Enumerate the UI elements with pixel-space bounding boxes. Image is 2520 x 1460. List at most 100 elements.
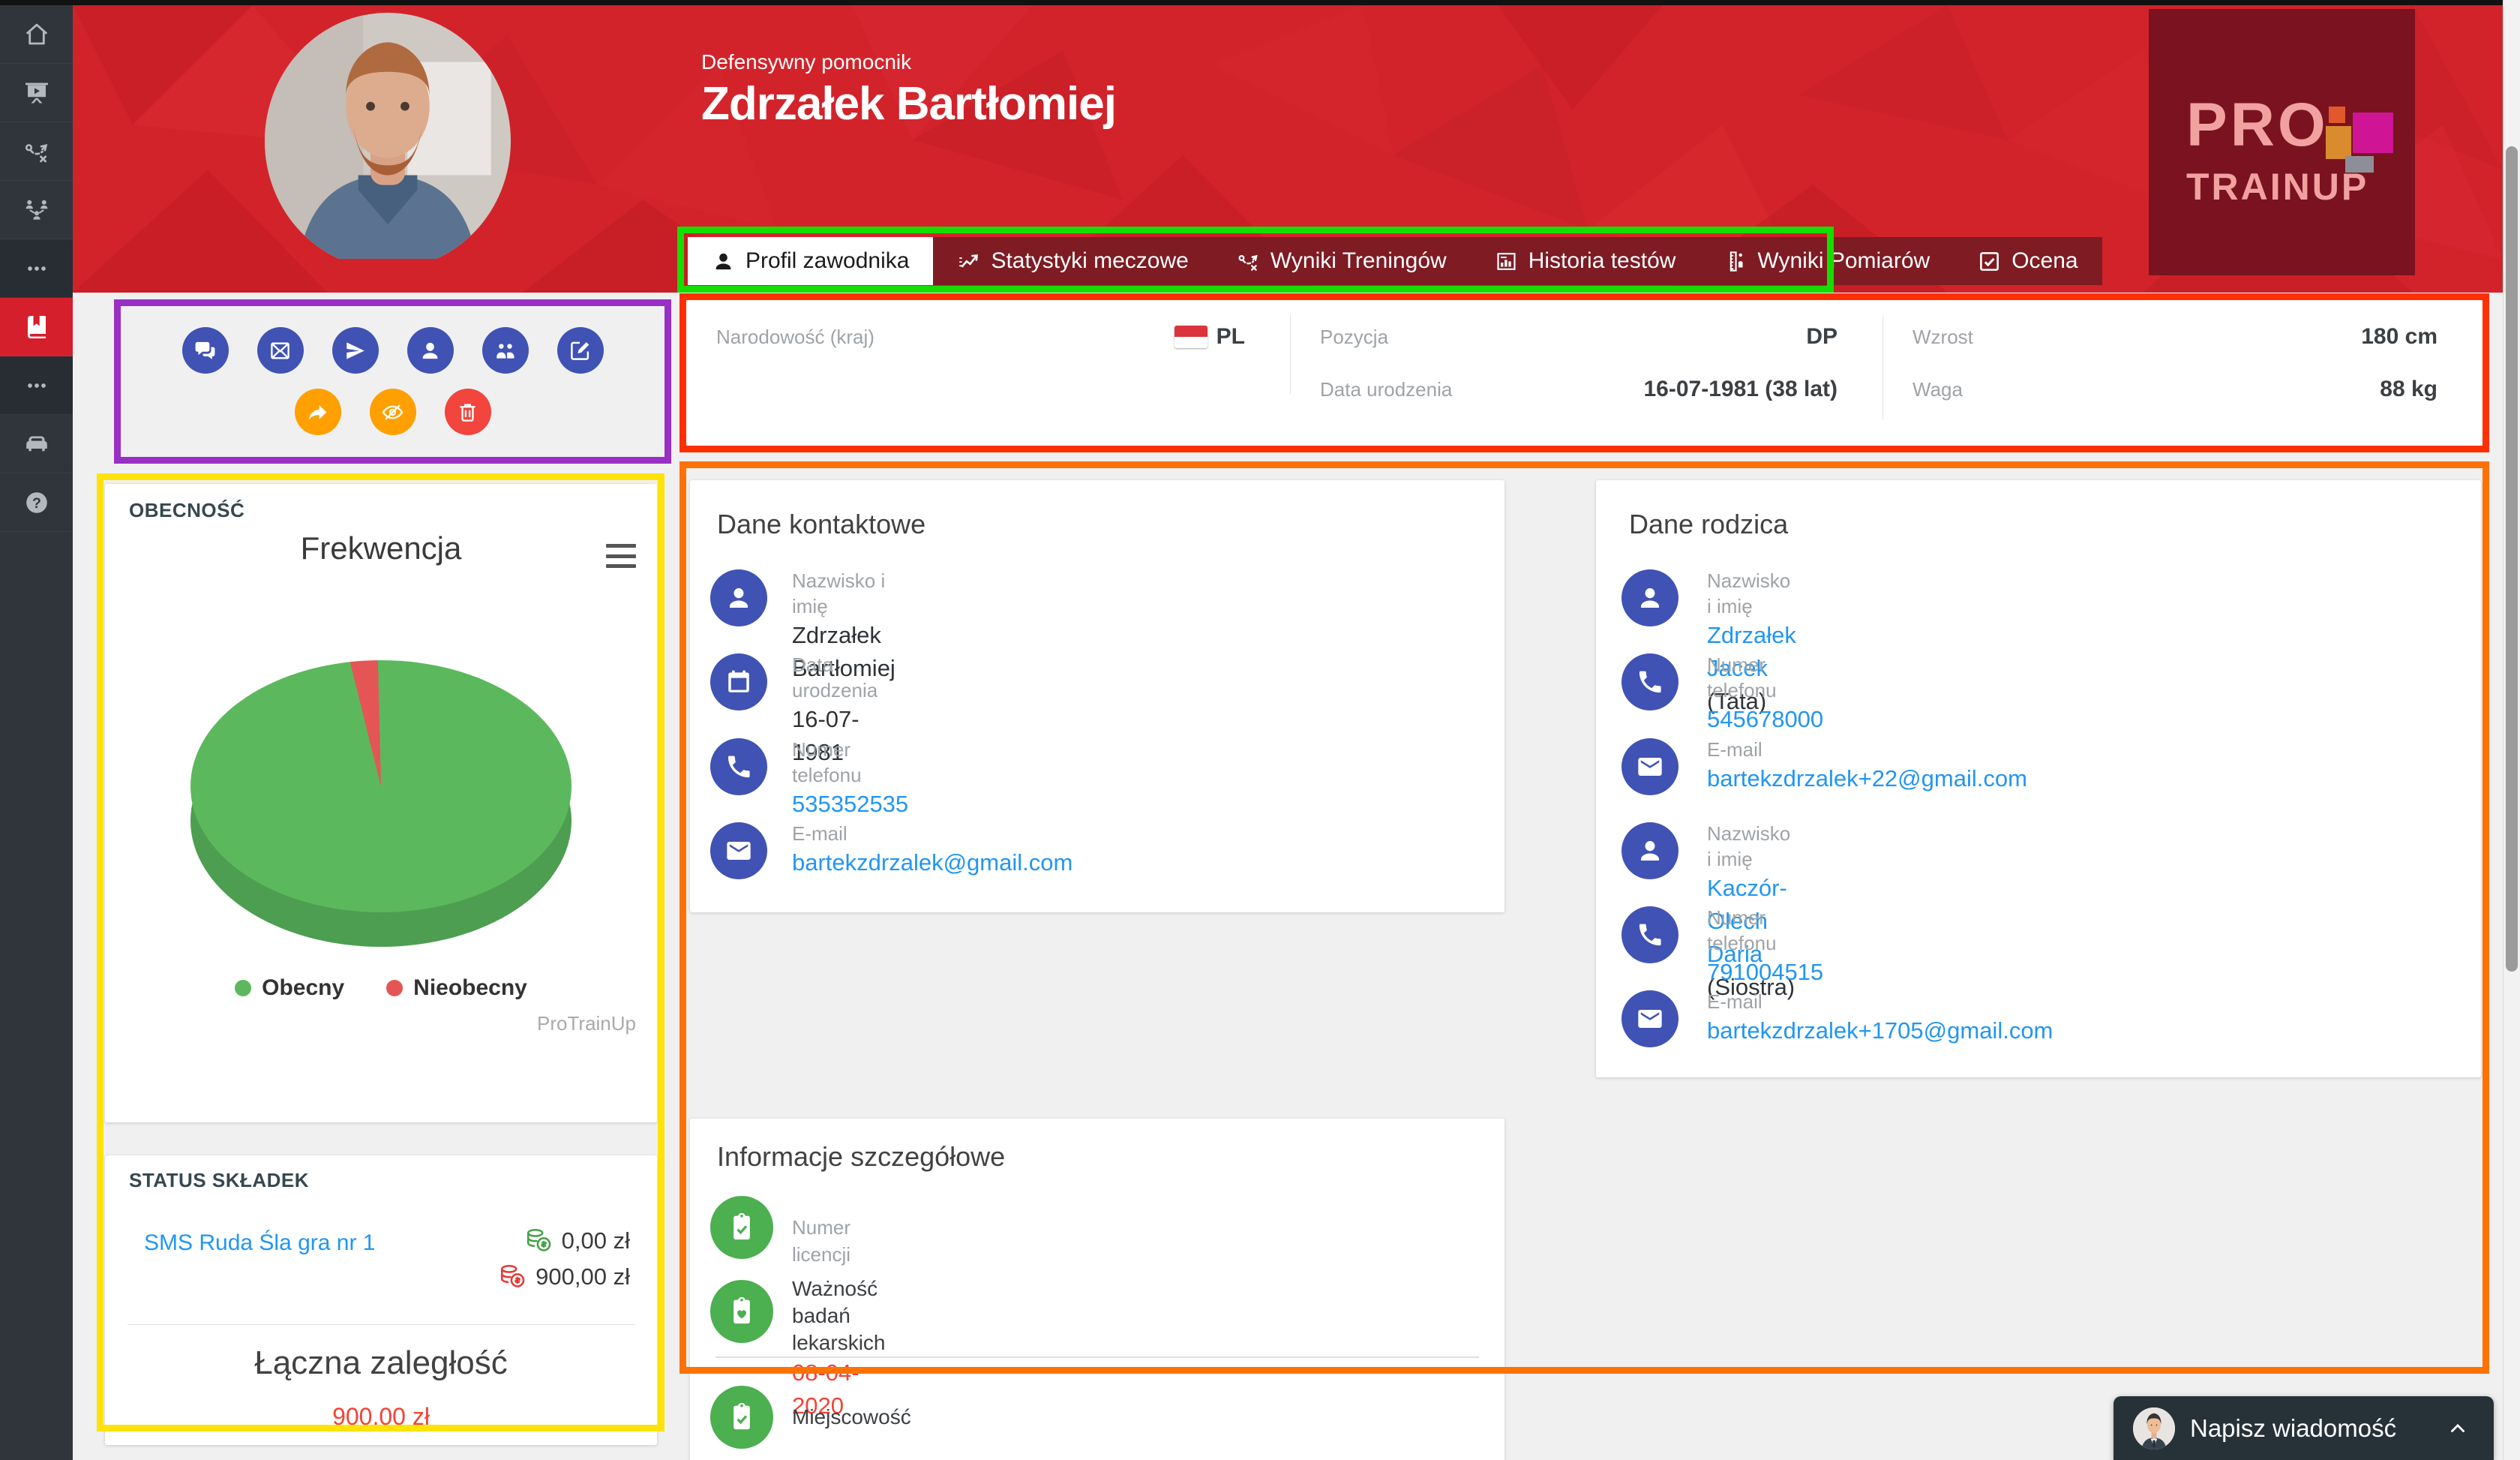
sidebar-item-home[interactable] (0, 5, 73, 64)
chat-widget[interactable]: Napisz wiadomość (2114, 1396, 2494, 1460)
share-button[interactable] (294, 389, 341, 435)
tab-label: Profil zawodnika (746, 248, 910, 273)
sidebar-item-more-2[interactable] (0, 356, 73, 415)
check-square-icon (1978, 250, 2001, 273)
field-value[interactable]: Zdrzałek Jacek (1707, 622, 1796, 681)
message-button[interactable] (182, 327, 229, 374)
sidebar-item-tactics[interactable] (0, 122, 73, 181)
sidebar-item-library[interactable] (0, 298, 73, 356)
legend-label: Obecny (262, 975, 345, 1000)
phone-badge (710, 738, 767, 795)
tab-label: Wyniki Pomiarów (1757, 248, 1930, 273)
tab-wyniki-pomiar-w[interactable]: Wyniki Pomiarów (1700, 237, 1954, 285)
logo-text-trainup: TRAINUP (2186, 166, 2369, 208)
person-icon (1636, 584, 1664, 612)
more-icon (23, 372, 50, 399)
position-value: DP (1806, 324, 1838, 349)
fees-item-link[interactable]: SMS Ruda Śla gra nr 1 (144, 1230, 376, 1255)
tab-ocena[interactable]: Ocena (1954, 237, 2102, 285)
logo-square-magenta (2353, 113, 2393, 153)
field-value[interactable]: Kaczór-Olech Daria (1707, 875, 1787, 967)
fees-paid-amount: 0,00 zł (524, 1224, 630, 1257)
page-title: Zdrzałek Bartłomiej (701, 78, 1117, 130)
field-label: Numer telefonu (1707, 653, 1777, 701)
profile-tabs: Profil zawodnika Statystyki meczowe Wyniki… (688, 237, 2102, 285)
player-position-label: Defensywny pomocnik (701, 50, 912, 74)
tab-historia-test-w[interactable]: Historia testów (1470, 237, 1700, 285)
field-label: E-mail (792, 822, 848, 845)
clipboard-check-badge (710, 1196, 773, 1259)
legend-dot (386, 980, 404, 996)
field-value[interactable]: 791004515 (1707, 959, 1824, 985)
field-value[interactable]: bartekzdrzalek@gmail.com (792, 849, 1073, 876)
group-button[interactable] (482, 327, 529, 374)
tab-wyniki-trening-w[interactable]: Wyniki Treningów (1212, 237, 1471, 285)
book-icon (23, 314, 50, 341)
sofa-icon (23, 431, 50, 458)
details-card: Informacje szczegółowe Numer licencji Waż… (690, 1119, 1504, 1460)
delete-button[interactable] (444, 389, 491, 435)
top-bar (0, 0, 2504, 5)
poland-flag-icon (1174, 326, 1208, 348)
field-label: Nazwisko i imię (1707, 822, 1791, 870)
clipboard-heart-badge (710, 1280, 773, 1343)
weight-label: Waga (1912, 377, 1963, 401)
legend-item-nieobecny[interactable]: Nieobecny (386, 975, 527, 1001)
field-value: 16-07-1981 (792, 706, 860, 765)
person-badge (1622, 822, 1678, 879)
chevron-up-icon[interactable] (2447, 1418, 2468, 1439)
scrollbar-track[interactable] (2503, 0, 2520, 1460)
fees-section-label: STATUS SKŁADEK (129, 1169, 310, 1191)
info-col-nationality: Narodowość (kraj) PL (686, 300, 1290, 446)
envelope-x-icon (268, 339, 292, 362)
field-value[interactable]: 545678000 (1707, 706, 1824, 732)
share-icon (306, 401, 329, 424)
tab-label: Wyniki Treningów (1270, 248, 1447, 273)
people-icon (494, 339, 517, 362)
sidebar-item-help[interactable]: ? (0, 473, 73, 532)
ruler-icon (1724, 250, 1747, 273)
coins-green-icon (524, 1227, 553, 1255)
field-value[interactable]: 535352535 (792, 791, 909, 817)
legend-item-obecny[interactable]: Obecny (235, 975, 344, 1001)
height-label: Wzrost (1912, 325, 1973, 348)
height-value: 180 cm (2361, 324, 2438, 349)
details-divider (716, 1356, 1479, 1358)
detail-label: Ważność badań lekarskich (792, 1277, 886, 1354)
trash-icon (456, 401, 479, 424)
envelope-badge (1622, 990, 1678, 1047)
field-value[interactable]: bartekzdrzalek+22@gmail.com (1707, 765, 2027, 792)
envelope-badge (710, 822, 767, 879)
sidebar-item-trainings[interactable] (0, 64, 73, 122)
scrollbar-thumb[interactable] (2506, 146, 2518, 972)
sidebar-item-team[interactable] (0, 181, 73, 239)
tab-profil-zawodnika[interactable]: Profil zawodnika (688, 237, 934, 285)
email-button[interactable] (256, 327, 304, 374)
profile-button[interactable] (406, 327, 454, 374)
send-button[interactable] (332, 327, 379, 374)
tab-statystyki-meczowe[interactable]: Statystyki meczowe (933, 237, 1213, 285)
sidebar-item-lounge[interactable] (0, 415, 73, 473)
actions-row-1 (121, 327, 664, 374)
nationality-value: PL (1216, 324, 1245, 349)
field-label: Numer telefonu (792, 738, 862, 786)
clipboard-heart-icon (726, 1296, 758, 1327)
birthdate-label: Data urodzenia (1320, 377, 1453, 401)
sidebar: ? (0, 5, 73, 1460)
hide-button[interactable] (369, 389, 416, 435)
legend-label: Nieobecny (413, 975, 527, 1000)
position-label: Pozycja (1320, 325, 1389, 348)
field-label: Nazwisko i imię (1707, 569, 1791, 617)
field-label: E-mail (1707, 990, 1762, 1013)
detail-label: Numer licencji (792, 1216, 851, 1266)
field-value[interactable]: bartekzdrzalek+1705@gmail.com (1707, 1017, 2054, 1044)
sidebar-item-more-1[interactable] (0, 239, 73, 298)
person-icon (1636, 837, 1664, 865)
tab-label: Statystyki meczowe (991, 248, 1189, 273)
svg-text:31: 31 (733, 679, 745, 690)
field-label: Numer telefonu (1707, 906, 1777, 954)
person-badge (710, 569, 767, 626)
tactics-icon (23, 138, 50, 165)
edit-button[interactable] (556, 327, 604, 374)
chart-menu-button[interactable] (606, 544, 636, 568)
